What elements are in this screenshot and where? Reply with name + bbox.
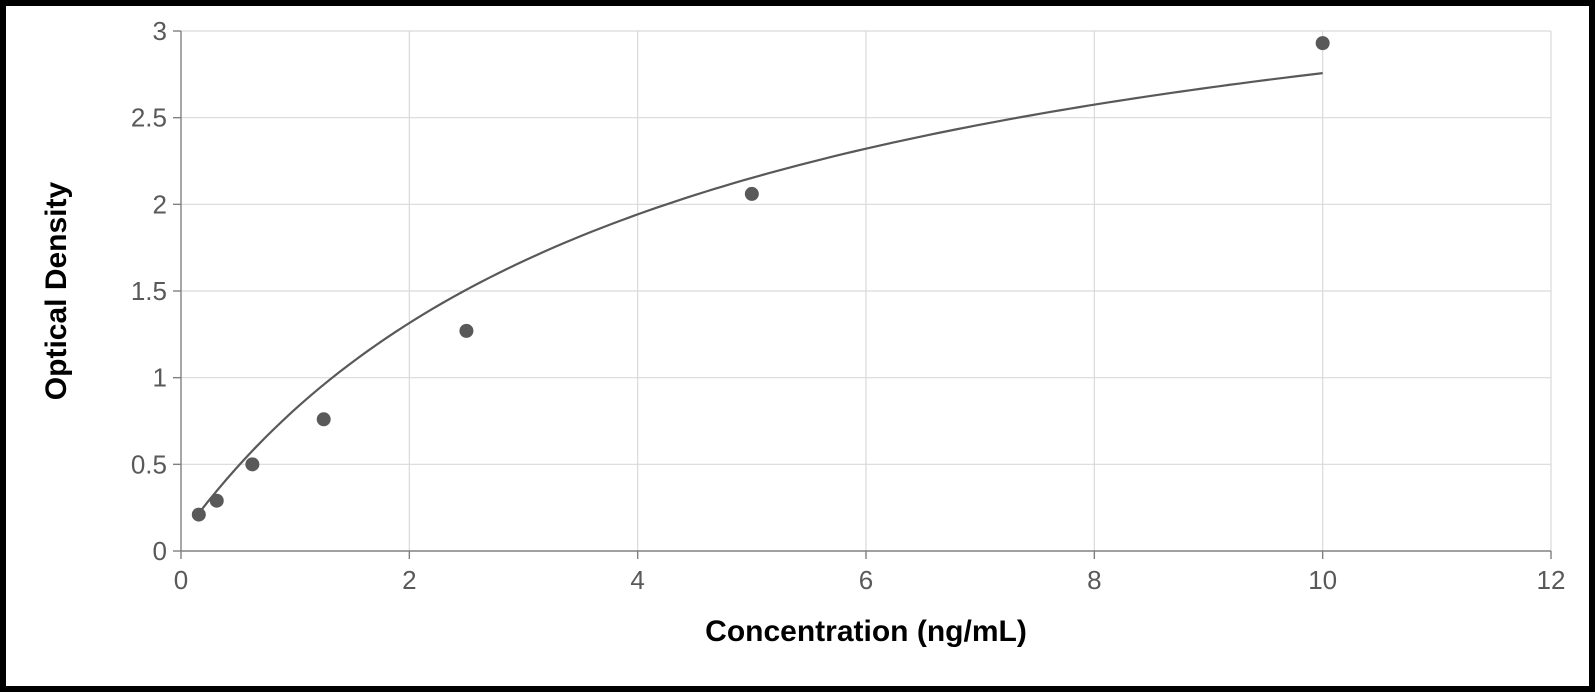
data-point	[745, 187, 759, 201]
data-point	[245, 457, 259, 471]
y-tick-label: 2.5	[131, 103, 167, 133]
x-tick-label: 6	[859, 565, 873, 595]
data-point	[1316, 36, 1330, 50]
chart-frame: 0 2 4 6 8 10 12 0 0.5 1 1.5 2 2.5 3 Concentration (ng/…	[0, 0, 1595, 692]
x-tick-label: 4	[630, 565, 644, 595]
y-tick-label: 2	[153, 189, 167, 219]
data-point	[317, 412, 331, 426]
data-point	[459, 324, 473, 338]
x-axis-label: Concentration (ng/mL)	[705, 615, 1027, 648]
x-tick-label: 0	[174, 565, 188, 595]
y-tick-label: 1	[153, 363, 167, 393]
x-tick-label: 12	[1537, 565, 1566, 595]
x-tick-label: 2	[402, 565, 416, 595]
chart-container: 0 2 4 6 8 10 12 0 0.5 1 1.5 2 2.5 3 Concentration (ng/…	[6, 6, 1589, 686]
y-axis-label: Optical Density	[40, 181, 73, 400]
y-tick-label: 3	[153, 16, 167, 46]
y-tick-label: 1.5	[131, 276, 167, 306]
x-tick-label: 8	[1087, 565, 1101, 595]
chart-svg: 0 2 4 6 8 10 12 0 0.5 1 1.5 2 2.5 3 Concentration (ng/…	[6, 6, 1589, 686]
y-tick-label: 0	[153, 536, 167, 566]
y-tick-label: 0.5	[131, 449, 167, 479]
x-tick-label: 10	[1308, 565, 1337, 595]
data-point	[210, 494, 224, 508]
data-point	[192, 508, 206, 522]
